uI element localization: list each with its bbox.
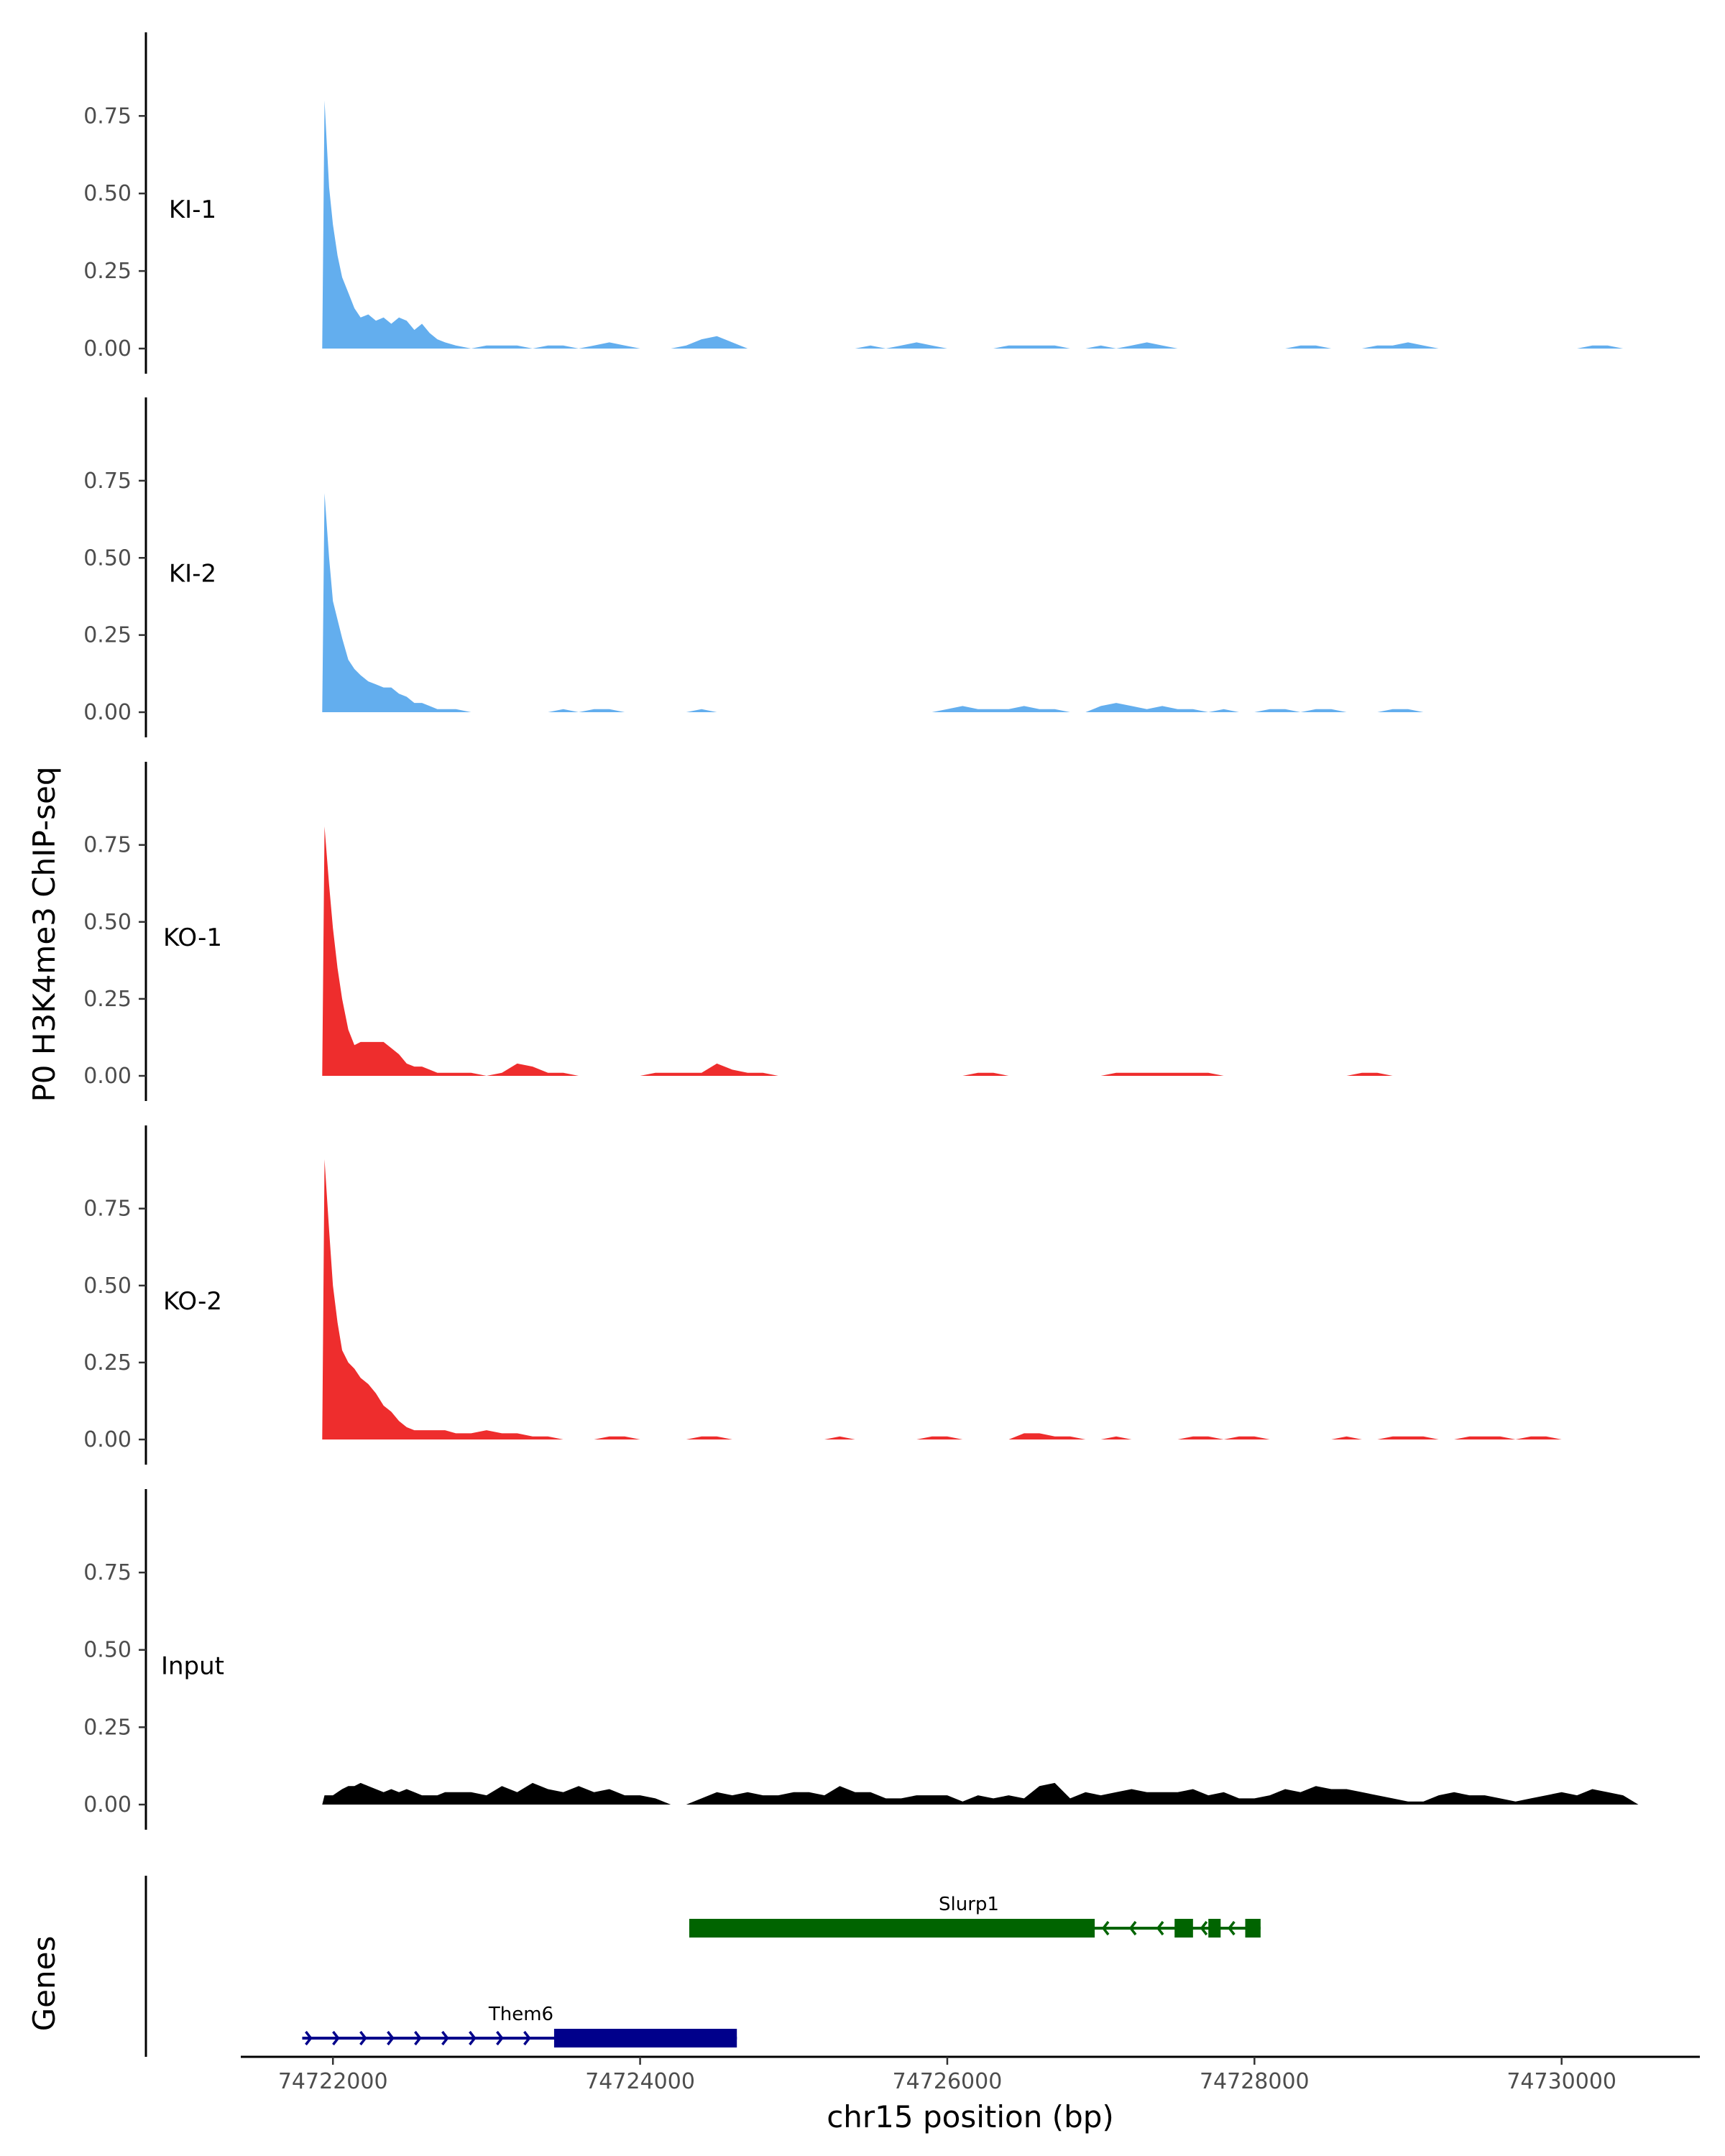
strand-arrow (1228, 1920, 1236, 1936)
x-tick-label: 74730000 (1506, 2069, 1616, 2094)
track-label: KO-2 (163, 1287, 222, 1316)
y-tick-label: 0.25 (83, 623, 132, 648)
y-tick-label: 0.25 (83, 1350, 132, 1376)
track-label: KI-1 (169, 195, 216, 224)
track-ko-1: 0.00 0.25 0.50 0.75 KO-1 (83, 762, 1639, 1101)
y-tick-label: 0.75 (83, 833, 132, 858)
strand-arrow (1101, 1920, 1110, 1936)
y-axis-title: P0 H3K4me3 ChIP-seq (27, 766, 62, 1102)
y-tick-label: 0.00 (83, 1427, 132, 1452)
y-tick-label: 0.25 (83, 259, 132, 284)
signal-area-ko-2 (322, 1159, 1639, 1439)
y-tick-label: 0.75 (83, 1560, 132, 1585)
track-label: KI-2 (169, 560, 216, 589)
gene-exon (689, 1919, 1095, 1938)
strand-arrow (332, 2030, 340, 2046)
track-ko-2: 0.00 0.25 0.50 0.75 KO-2 (83, 1125, 1639, 1465)
y-tick-label: 0.50 (83, 1273, 132, 1299)
y-tick-label: 0.75 (83, 1197, 132, 1222)
gene-label: Slurp1 (939, 1894, 999, 1915)
gene-exon (553, 2029, 737, 2047)
tracks-group: 0.00 0.25 0.50 0.75 KI-1 0.00 0.25 0.50 0.75 KI-2… (83, 32, 1639, 1830)
x-axis-title: chr15 position (bp) (827, 2099, 1114, 2134)
gene-exon (1208, 1919, 1221, 1938)
y-tick-label: 0.00 (83, 1064, 132, 1089)
y-tick-label: 0.50 (83, 1638, 132, 1663)
track-ki-1: 0.00 0.25 0.50 0.75 KI-1 (83, 32, 1639, 374)
gene-slurp1: Slurp1 (689, 1894, 1261, 1938)
x-tick-label: 74724000 (585, 2069, 695, 2094)
strand-arrow (1128, 1920, 1137, 1936)
x-tick-label: 74722000 (278, 2069, 388, 2094)
gene-label: Them6 (488, 2004, 553, 2025)
y-tick-label: 0.00 (83, 336, 132, 361)
strand-arrow (414, 2030, 422, 2046)
y-tick-label: 0.00 (83, 1792, 132, 1818)
track-label: KO-1 (163, 923, 222, 952)
strand-arrow (441, 2030, 449, 2046)
strand-arrow (469, 2030, 477, 2046)
genes-axis-title: Genes (27, 1936, 62, 2032)
track-label: Input (161, 1651, 224, 1680)
y-tick-label: 0.25 (83, 987, 132, 1012)
track-input: 0.00 0.25 0.50 0.75 Input (83, 1489, 1639, 1830)
x-tick-label: 74728000 (1200, 2069, 1310, 2094)
y-tick-label: 0.50 (83, 910, 132, 935)
y-tick-label: 0.00 (83, 700, 132, 725)
x-axis: 74722000 74724000 74726000 74728000 74730000 (241, 2055, 1700, 2094)
y-tick-label: 0.50 (83, 545, 132, 571)
genes-panel: Slurp1 Them6 (144, 1876, 1261, 2057)
signal-area-ki-1 (322, 100, 1639, 349)
x-tick-label: 74726000 (893, 2069, 1003, 2094)
y-tick-label: 0.75 (83, 469, 132, 494)
gene-exon (1245, 1919, 1261, 1938)
track-ki-2: 0.00 0.25 0.50 0.75 KI-2 (83, 397, 1639, 737)
gene-exon (1174, 1919, 1193, 1938)
y-tick-label: 0.75 (83, 103, 132, 129)
strand-arrow (1156, 1920, 1164, 1936)
strand-arrow (359, 2030, 367, 2046)
gene-them6: Them6 (302, 2004, 737, 2047)
signal-area-ko-1 (322, 826, 1639, 1076)
signal-area-input (322, 1782, 1639, 1805)
y-tick-label: 0.25 (83, 1715, 132, 1740)
strand-arrow (523, 2030, 531, 2046)
y-tick-label: 0.50 (83, 181, 132, 206)
strand-arrow (496, 2030, 504, 2046)
strand-arrow (305, 2030, 313, 2046)
strand-arrow (1200, 1920, 1208, 1936)
signal-area-ki-2 (322, 493, 1639, 712)
strand-arrow (387, 2030, 395, 2046)
